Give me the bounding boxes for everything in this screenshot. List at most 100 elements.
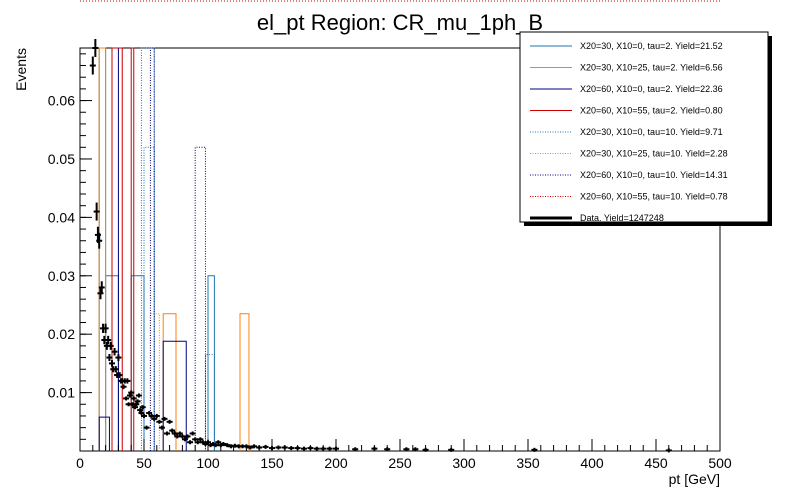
data-point-9 bbox=[102, 323, 109, 333]
data-point-39 bbox=[141, 413, 147, 418]
data-point-6 bbox=[98, 281, 105, 294]
y-axis-label: Events bbox=[13, 48, 29, 91]
data-point-19 bbox=[115, 354, 122, 362]
legend-entry-0: X20=30, X10=0, tau=2. Yield=21.52 bbox=[530, 41, 723, 51]
data-point-37 bbox=[138, 411, 145, 416]
series-6 bbox=[149, 47, 206, 451]
data-point-53 bbox=[176, 431, 183, 436]
x-tick-label-3: 150 bbox=[260, 455, 284, 471]
x-tick-label-0: 0 bbox=[76, 455, 84, 471]
data-point-28 bbox=[126, 393, 133, 398]
data-point-2 bbox=[93, 202, 100, 221]
data-point-44 bbox=[153, 413, 160, 418]
histogram-series-layer bbox=[98, 47, 250, 451]
series-2-bin-1 bbox=[111, 47, 119, 451]
legend-entry-4: X20=30, X10=0, tau=10. Yield=9.71 bbox=[530, 127, 723, 137]
legend-entry-2: X20=60, X10=0, tau=2. Yield=22.36 bbox=[530, 84, 723, 94]
data-point-31 bbox=[130, 396, 137, 401]
data-point-16 bbox=[111, 347, 118, 356]
series-0-bin-0 bbox=[98, 47, 107, 451]
legend-entry-6: X20=60, X10=0, tau=10. Yield=14.31 bbox=[530, 170, 728, 180]
data-point-1 bbox=[92, 39, 99, 57]
legend-label-8: Data. Yield=1247248 bbox=[580, 213, 664, 223]
data-point-99 bbox=[531, 447, 538, 452]
data-point-60 bbox=[194, 440, 201, 445]
legend: X20=30, X10=0, tau=2. Yield=21.52 X20=30,… bbox=[519, 31, 772, 226]
data-point-56 bbox=[184, 434, 191, 439]
data-point-36 bbox=[137, 408, 144, 413]
series-0-bin-3 bbox=[207, 275, 215, 451]
y-tick-label-5: 0.06 bbox=[48, 93, 75, 109]
data-point-70 bbox=[220, 441, 227, 446]
data-point-42 bbox=[148, 413, 155, 418]
y-tick-label-2: 0.03 bbox=[48, 268, 75, 284]
data-point-78 bbox=[251, 444, 258, 449]
data-point-17 bbox=[112, 366, 119, 373]
series-3 bbox=[111, 47, 135, 451]
legend-entries: X20=30, X10=0, tau=2. Yield=21.52 X20=30,… bbox=[530, 41, 728, 223]
x-tick-label-4: 200 bbox=[324, 455, 348, 471]
axes-layer: 0 50 100 150 200 250 300 350 400 450 500 0.01 0.02 0.… bbox=[48, 53, 732, 471]
data-point-13 bbox=[107, 341, 114, 350]
data-point-77 bbox=[247, 445, 254, 450]
series-6-bin-0 bbox=[149, 47, 155, 451]
data-point-11 bbox=[105, 335, 112, 345]
x-tick-label-10: 500 bbox=[708, 455, 732, 471]
series-0-bin-2 bbox=[130, 275, 145, 451]
x-tick-label-8: 400 bbox=[580, 455, 604, 471]
series-1 bbox=[98, 47, 250, 451]
legend-box bbox=[519, 31, 769, 223]
y-tick-label-0: 0.01 bbox=[48, 385, 75, 401]
legend-label-2: X20=60, X10=0, tau=2. Yield=22.36 bbox=[580, 84, 723, 94]
data-point-67 bbox=[212, 443, 219, 448]
series-5-bin-0 bbox=[149, 313, 160, 451]
data-point-34 bbox=[134, 399, 141, 404]
data-point-12 bbox=[106, 354, 113, 362]
legend-label-5: X20=30, X10=25, tau=10. Yield=2.28 bbox=[580, 149, 728, 159]
data-point-0 bbox=[89, 56, 96, 75]
data-point-49 bbox=[166, 419, 173, 424]
series-2-bin-0 bbox=[98, 416, 110, 451]
series-1-bin-2 bbox=[239, 313, 250, 451]
series-4 bbox=[140, 47, 215, 451]
series-3-bin-0 bbox=[111, 47, 123, 451]
data-point-82 bbox=[275, 445, 282, 450]
data-point-88 bbox=[313, 446, 320, 451]
data-point-90 bbox=[326, 446, 333, 451]
legend-entry-5: X20=30, X10=25, tau=10. Yield=2.28 bbox=[530, 149, 728, 159]
data-point-32 bbox=[132, 405, 139, 410]
legend-label-3: X20=60, X10=55, tau=2. Yield=0.80 bbox=[580, 106, 723, 116]
data-point-71 bbox=[224, 443, 231, 448]
legend-label-7: X20=60, X10=55, tau=10. Yield=0.78 bbox=[580, 192, 728, 202]
data-point-54 bbox=[179, 434, 186, 439]
data-point-68 bbox=[215, 440, 222, 445]
data-point-20 bbox=[116, 372, 123, 378]
x-tick-label-6: 300 bbox=[452, 455, 476, 471]
x-tick-label-9: 450 bbox=[644, 455, 668, 471]
data-point-58 bbox=[189, 431, 196, 436]
x-axis-label: pt [GeV] bbox=[669, 471, 720, 487]
legend-label-4: X20=30, X10=0, tau=10. Yield=9.71 bbox=[580, 127, 723, 137]
y-tick-label-1: 0.02 bbox=[48, 326, 75, 342]
data-point-51 bbox=[171, 431, 178, 436]
data-point-50 bbox=[169, 428, 176, 433]
y-tick-label-4: 0.05 bbox=[48, 151, 75, 167]
data-point-84 bbox=[288, 446, 295, 451]
series-4-bin-1 bbox=[140, 47, 155, 451]
legend-entry-1: X20=30, X10=25, tau=2. Yield=6.56 bbox=[530, 63, 723, 73]
chart-title: el_pt Region: CR_mu_1ph_B bbox=[257, 10, 543, 35]
legend-entry-8: Data. Yield=1247248 bbox=[530, 213, 664, 223]
data-point-86 bbox=[301, 446, 307, 451]
data-point-45 bbox=[156, 419, 163, 424]
data-point-40 bbox=[143, 425, 150, 430]
data-point-92 bbox=[352, 447, 359, 452]
x-tick-label-7: 350 bbox=[516, 455, 540, 471]
legend-entry-3: X20=60, X10=55, tau=2. Yield=0.80 bbox=[530, 106, 723, 116]
data-point-55 bbox=[181, 437, 188, 442]
series-4-bin-2 bbox=[204, 354, 215, 451]
data-point-25 bbox=[123, 396, 130, 401]
data-point-4 bbox=[96, 232, 103, 249]
data-point-35 bbox=[135, 393, 142, 398]
data-point-33 bbox=[133, 402, 140, 407]
